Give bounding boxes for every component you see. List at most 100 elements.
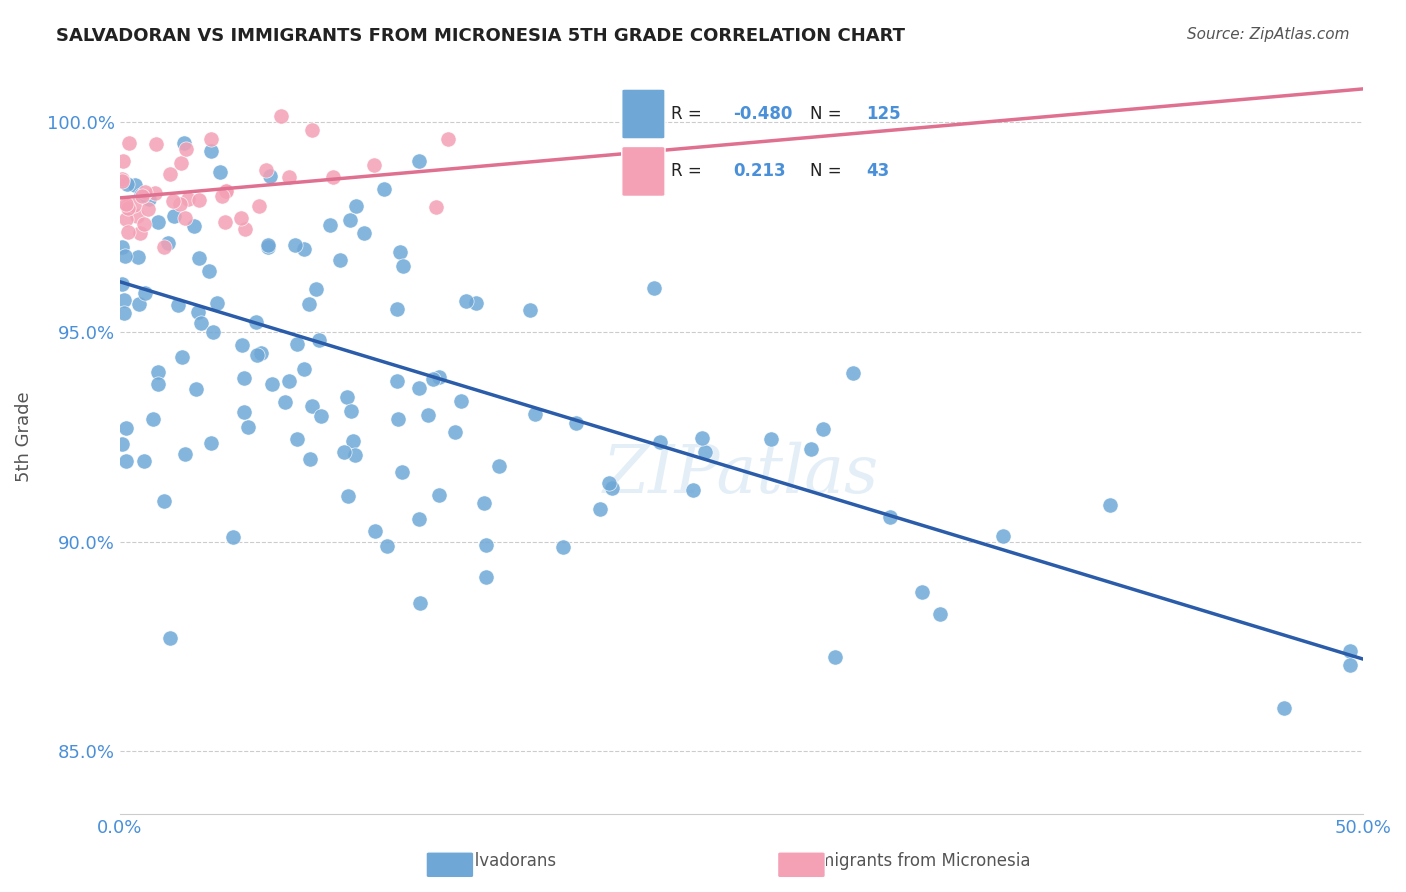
Point	[187, 305, 209, 319]
Point	[353, 226, 375, 240]
Point	[519, 302, 541, 317]
Point	[437, 132, 460, 146]
Point	[284, 237, 307, 252]
Point	[311, 409, 333, 423]
Text: R =: R =	[671, 162, 707, 180]
Point	[232, 371, 254, 385]
Point	[186, 383, 208, 397]
Point	[183, 219, 205, 234]
Point	[305, 282, 328, 296]
Point	[200, 436, 222, 450]
Point	[450, 394, 472, 409]
Point	[339, 404, 361, 418]
Point	[136, 202, 159, 216]
Text: N =: N =	[810, 105, 848, 123]
Point	[408, 381, 430, 395]
Point	[152, 494, 174, 508]
Point	[444, 425, 467, 439]
Point	[166, 298, 188, 312]
Point	[128, 297, 150, 311]
Point	[475, 570, 498, 584]
Point	[911, 584, 934, 599]
Point	[278, 169, 301, 184]
Point	[1339, 657, 1361, 672]
Point	[454, 294, 477, 309]
Point	[111, 154, 134, 169]
Point	[588, 502, 610, 516]
Point	[342, 434, 364, 449]
Point	[200, 132, 222, 146]
Point	[153, 240, 176, 254]
Point	[824, 650, 846, 665]
Point	[524, 407, 547, 421]
Point	[138, 192, 160, 206]
Point	[173, 136, 195, 151]
Point	[208, 165, 231, 179]
Point	[475, 538, 498, 552]
Point	[117, 225, 139, 239]
Point	[425, 200, 447, 214]
Point	[174, 447, 197, 461]
Point	[201, 325, 224, 339]
Point	[427, 370, 450, 384]
Point	[598, 476, 620, 491]
Point	[278, 374, 301, 388]
Point	[301, 399, 323, 413]
Point	[177, 192, 200, 206]
Point	[214, 215, 236, 229]
Point	[262, 376, 284, 391]
Point	[298, 296, 321, 310]
Point	[294, 242, 316, 256]
Point	[134, 286, 156, 301]
Point	[118, 136, 141, 151]
Point	[488, 458, 510, 473]
Point	[391, 465, 413, 479]
Point	[690, 431, 713, 445]
Point	[159, 167, 181, 181]
Point	[115, 199, 138, 213]
Point	[205, 295, 228, 310]
Point	[127, 250, 149, 264]
Point	[257, 240, 280, 254]
Point	[343, 448, 366, 462]
Point	[174, 211, 197, 225]
Point	[233, 221, 256, 235]
Point	[254, 162, 277, 177]
Point	[247, 199, 270, 213]
Point	[991, 529, 1014, 543]
Point	[187, 251, 209, 265]
Point	[308, 333, 330, 347]
FancyBboxPatch shape	[621, 89, 665, 139]
Point	[292, 362, 315, 376]
Text: ZIPatlas: ZIPatlas	[603, 442, 879, 508]
Point	[643, 281, 665, 295]
Point	[162, 194, 184, 208]
Point	[134, 185, 156, 199]
Point	[387, 412, 409, 426]
Point	[163, 210, 186, 224]
Point	[146, 376, 169, 391]
Point	[1272, 700, 1295, 714]
Point	[416, 408, 439, 422]
Point	[682, 483, 704, 497]
Point	[170, 350, 193, 364]
Point	[132, 218, 155, 232]
Point	[111, 436, 134, 450]
Point	[114, 249, 136, 263]
Point	[553, 540, 575, 554]
FancyBboxPatch shape	[621, 146, 665, 196]
Point	[259, 169, 281, 184]
Point	[132, 454, 155, 468]
Point	[215, 184, 238, 198]
Point	[472, 496, 495, 510]
Point	[125, 209, 148, 223]
Point	[143, 186, 166, 200]
Point	[174, 142, 197, 156]
Point	[385, 374, 408, 388]
Point	[879, 509, 901, 524]
Point	[111, 240, 134, 254]
Point	[145, 137, 167, 152]
Point	[422, 372, 444, 386]
Point	[800, 442, 823, 456]
Point	[142, 412, 165, 426]
